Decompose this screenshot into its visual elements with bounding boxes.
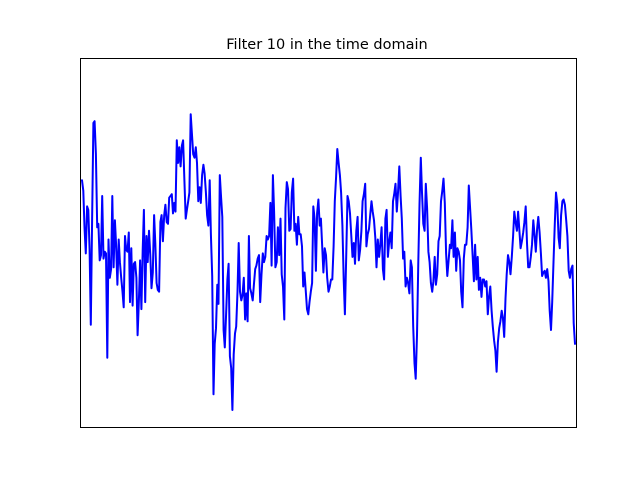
axes-background: [80, 58, 576, 428]
axes-frame: [80, 58, 577, 428]
series-line-0: [81, 113, 576, 411]
plot-area: [80, 58, 577, 428]
series-layer: [81, 113, 576, 411]
chart-title: Filter 10 in the time domain: [226, 37, 428, 53]
